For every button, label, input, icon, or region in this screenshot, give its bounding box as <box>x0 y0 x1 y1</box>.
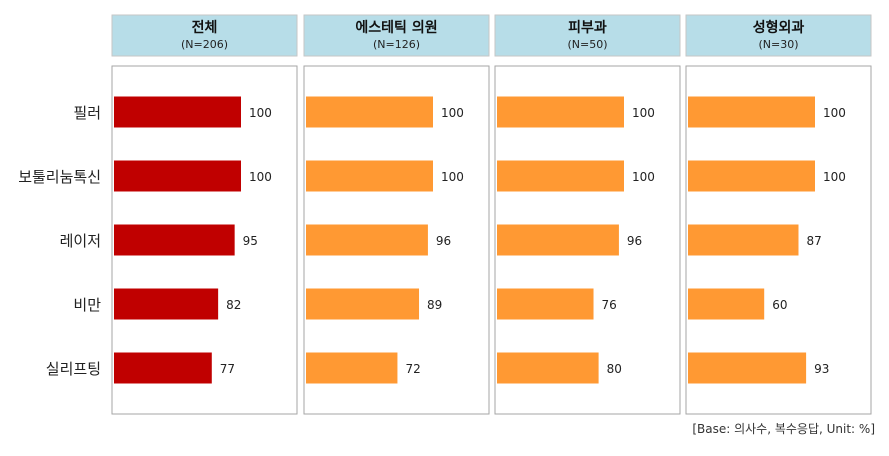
data-label: 100 <box>441 106 464 120</box>
panel-title: 에스테틱 의원 <box>355 19 437 36</box>
bar <box>497 224 619 256</box>
bar <box>306 224 428 256</box>
bar <box>306 96 433 128</box>
panel-subtitle: (N=50) <box>567 38 607 51</box>
data-label: 60 <box>772 298 787 312</box>
data-label: 96 <box>627 234 642 248</box>
data-label: 87 <box>806 234 821 248</box>
panel-title: 성형외과 <box>753 19 805 36</box>
panel-title: 피부과 <box>568 20 607 36</box>
data-label: 82 <box>226 298 241 312</box>
category-label: 실리프팅 <box>46 360 101 378</box>
data-label: 100 <box>823 106 846 120</box>
data-label: 100 <box>441 170 464 184</box>
panel-title: 전체 <box>192 19 218 36</box>
data-label: 77 <box>220 362 235 376</box>
bar <box>688 352 807 384</box>
panel-header <box>303 14 490 57</box>
bar <box>306 160 433 192</box>
data-label: 96 <box>436 234 451 248</box>
data-label: 100 <box>249 170 272 184</box>
data-label: 89 <box>427 298 442 312</box>
bar <box>497 352 599 384</box>
category-label: 비만 <box>73 296 101 314</box>
data-label: 100 <box>249 106 272 120</box>
data-label: 100 <box>823 170 846 184</box>
panel-header <box>685 14 872 57</box>
data-label: 72 <box>405 362 420 376</box>
panel-header <box>494 14 681 57</box>
category-label: 필러 <box>73 104 101 122</box>
data-label: 93 <box>814 362 829 376</box>
panel-subtitle: (N=30) <box>758 38 798 51</box>
data-label: 76 <box>602 298 617 312</box>
data-label: 100 <box>632 170 655 184</box>
bar <box>306 288 420 320</box>
panel-header <box>111 14 298 57</box>
category-label: 보툴리눔톡신 <box>18 168 101 186</box>
panel-subtitle: (N=206) <box>181 38 228 51</box>
bar <box>114 352 212 384</box>
bar <box>114 96 241 128</box>
category-label: 레이저 <box>60 232 101 250</box>
bar <box>688 224 799 256</box>
bar <box>688 96 815 128</box>
bar <box>688 160 815 192</box>
bar <box>497 96 624 128</box>
bar <box>114 160 241 192</box>
data-label: 80 <box>607 362 622 376</box>
data-label: 95 <box>243 234 258 248</box>
footnote: [Base: 의사수, 복수응답, Unit: %] <box>692 422 875 436</box>
bar <box>688 288 765 320</box>
bar <box>306 352 398 384</box>
bar <box>114 288 219 320</box>
bar <box>114 224 235 256</box>
bar <box>497 160 624 192</box>
bar <box>497 288 594 320</box>
data-label: 100 <box>632 106 655 120</box>
panel-subtitle: (N=126) <box>373 38 420 51</box>
